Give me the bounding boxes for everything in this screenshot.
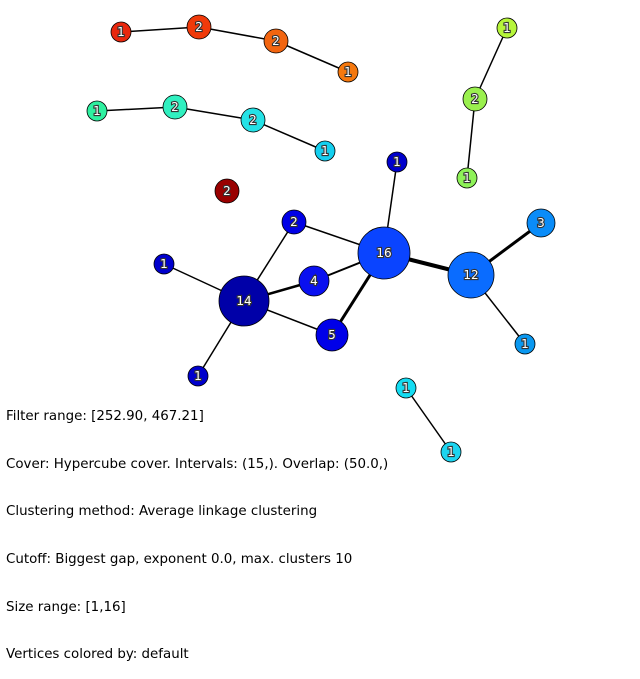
graph-node[interactable]: 14 <box>218 275 270 327</box>
edge-f1-f2 <box>405 387 452 453</box>
node-size-label: 3 <box>537 216 545 230</box>
node-size-label: 1 <box>402 381 410 395</box>
node-circle[interactable] <box>456 167 478 189</box>
node-circle[interactable] <box>447 251 495 299</box>
graph-node[interactable]: 2 <box>263 28 289 54</box>
graph-info-panel: Filter range: [252.90, 467.21] Cover: Hy… <box>6 377 388 679</box>
graph-node[interactable]: 16 <box>357 226 411 280</box>
node-size-label: 5 <box>328 328 336 342</box>
node-size-label: 2 <box>471 92 479 106</box>
node-size-label: 2 <box>223 184 231 198</box>
graph-node[interactable]: 1 <box>395 377 417 399</box>
node-circle[interactable] <box>218 275 270 327</box>
node-circle[interactable] <box>315 318 349 352</box>
node-size-label: 1 <box>503 21 511 35</box>
vertex-coloring-text: Vertices colored by: default <box>6 647 189 663</box>
node-size-label: 2 <box>272 34 280 48</box>
node-size-label: 2 <box>249 113 257 127</box>
node-size-label: 1 <box>521 337 529 351</box>
node-size-label: 16 <box>376 246 391 260</box>
node-circle[interactable] <box>187 365 209 387</box>
graph-node[interactable]: 3 <box>526 208 556 238</box>
node-circle[interactable] <box>240 107 266 133</box>
graph-node[interactable]: 2 <box>240 107 266 133</box>
node-circle[interactable] <box>462 86 488 112</box>
edge-b3-b4 <box>252 119 326 152</box>
node-size-label: 1 <box>321 144 329 158</box>
node-size-label: 1 <box>194 369 202 383</box>
node-size-label: 1 <box>160 257 168 271</box>
edge-c2-c3 <box>466 98 476 179</box>
graph-node[interactable]: 1 <box>440 441 462 463</box>
node-size-label: 12 <box>463 268 478 282</box>
node-size-label: 1 <box>447 445 455 459</box>
node-size-label: 1 <box>117 25 125 39</box>
node-circle[interactable] <box>357 226 411 280</box>
node-size-label: 1 <box>463 171 471 185</box>
node-circle[interactable] <box>298 265 330 297</box>
node-size-label: 1 <box>93 104 101 118</box>
node-size-label: 2 <box>195 20 203 34</box>
node-circle[interactable] <box>214 178 240 204</box>
graph-node[interactable]: 2 <box>281 209 307 235</box>
graph-node[interactable]: 1 <box>86 100 108 122</box>
node-circle[interactable] <box>281 209 307 235</box>
node-circle[interactable] <box>337 61 359 83</box>
graph-node[interactable]: 2 <box>162 94 188 120</box>
node-circle[interactable] <box>496 17 518 39</box>
node-circle[interactable] <box>86 100 108 122</box>
node-size-label: 1 <box>393 155 401 169</box>
node-circle[interactable] <box>526 208 556 238</box>
node-circle[interactable] <box>186 14 212 40</box>
node-circle[interactable] <box>110 21 132 43</box>
node-circle[interactable] <box>514 333 536 355</box>
graph-node[interactable]: 2 <box>462 86 488 112</box>
graph-node[interactable]: 1 <box>153 253 175 275</box>
node-circle[interactable] <box>314 140 336 162</box>
graph-node[interactable]: 1 <box>456 167 478 189</box>
graph-node[interactable]: 1 <box>187 365 209 387</box>
node-size-label: 4 <box>310 274 318 288</box>
size-range-text: Size range: [1,16] <box>6 599 126 615</box>
cutoff-text: Cutoff: Biggest gap, exponent 0.0, max. … <box>6 551 353 567</box>
node-circle[interactable] <box>386 151 408 173</box>
edge-b1-b2 <box>96 106 176 112</box>
node-size-label: 14 <box>236 294 251 308</box>
graph-node[interactable]: 1 <box>514 333 536 355</box>
node-size-label: 2 <box>290 215 298 229</box>
clustering-method-text: Clustering method: Average linkage clust… <box>6 504 318 520</box>
node-circle[interactable] <box>162 94 188 120</box>
cover-text: Cover: Hypercube cover. Intervals: (15,)… <box>6 456 389 472</box>
graph-node[interactable]: 2 <box>186 14 212 40</box>
graph-node[interactable]: 12 <box>447 251 495 299</box>
graph-node[interactable]: 1 <box>496 17 518 39</box>
filter-range-text: Filter range: [252.90, 467.21] <box>6 408 204 424</box>
graph-node[interactable]: 4 <box>298 265 330 297</box>
graph-node[interactable]: 1 <box>337 61 359 83</box>
graph-node[interactable]: 1 <box>110 21 132 43</box>
edge-c1-c2 <box>474 27 508 100</box>
node-circle[interactable] <box>153 253 175 275</box>
graph-node[interactable]: 1 <box>386 151 408 173</box>
edge-a2-a3 <box>198 26 277 42</box>
edge-a1-a2 <box>120 26 200 33</box>
node-size-label: 2 <box>171 100 179 114</box>
graph-node[interactable]: 5 <box>315 318 349 352</box>
graph-node[interactable]: 2 <box>214 178 240 204</box>
node-size-label: 1 <box>344 65 352 79</box>
graph-node[interactable]: 1 <box>314 140 336 162</box>
node-circle[interactable] <box>263 28 289 54</box>
edge-a3-a4 <box>275 40 349 73</box>
node-circle[interactable] <box>440 441 462 463</box>
edge-b2-b3 <box>174 106 254 121</box>
node-circle[interactable] <box>395 377 417 399</box>
